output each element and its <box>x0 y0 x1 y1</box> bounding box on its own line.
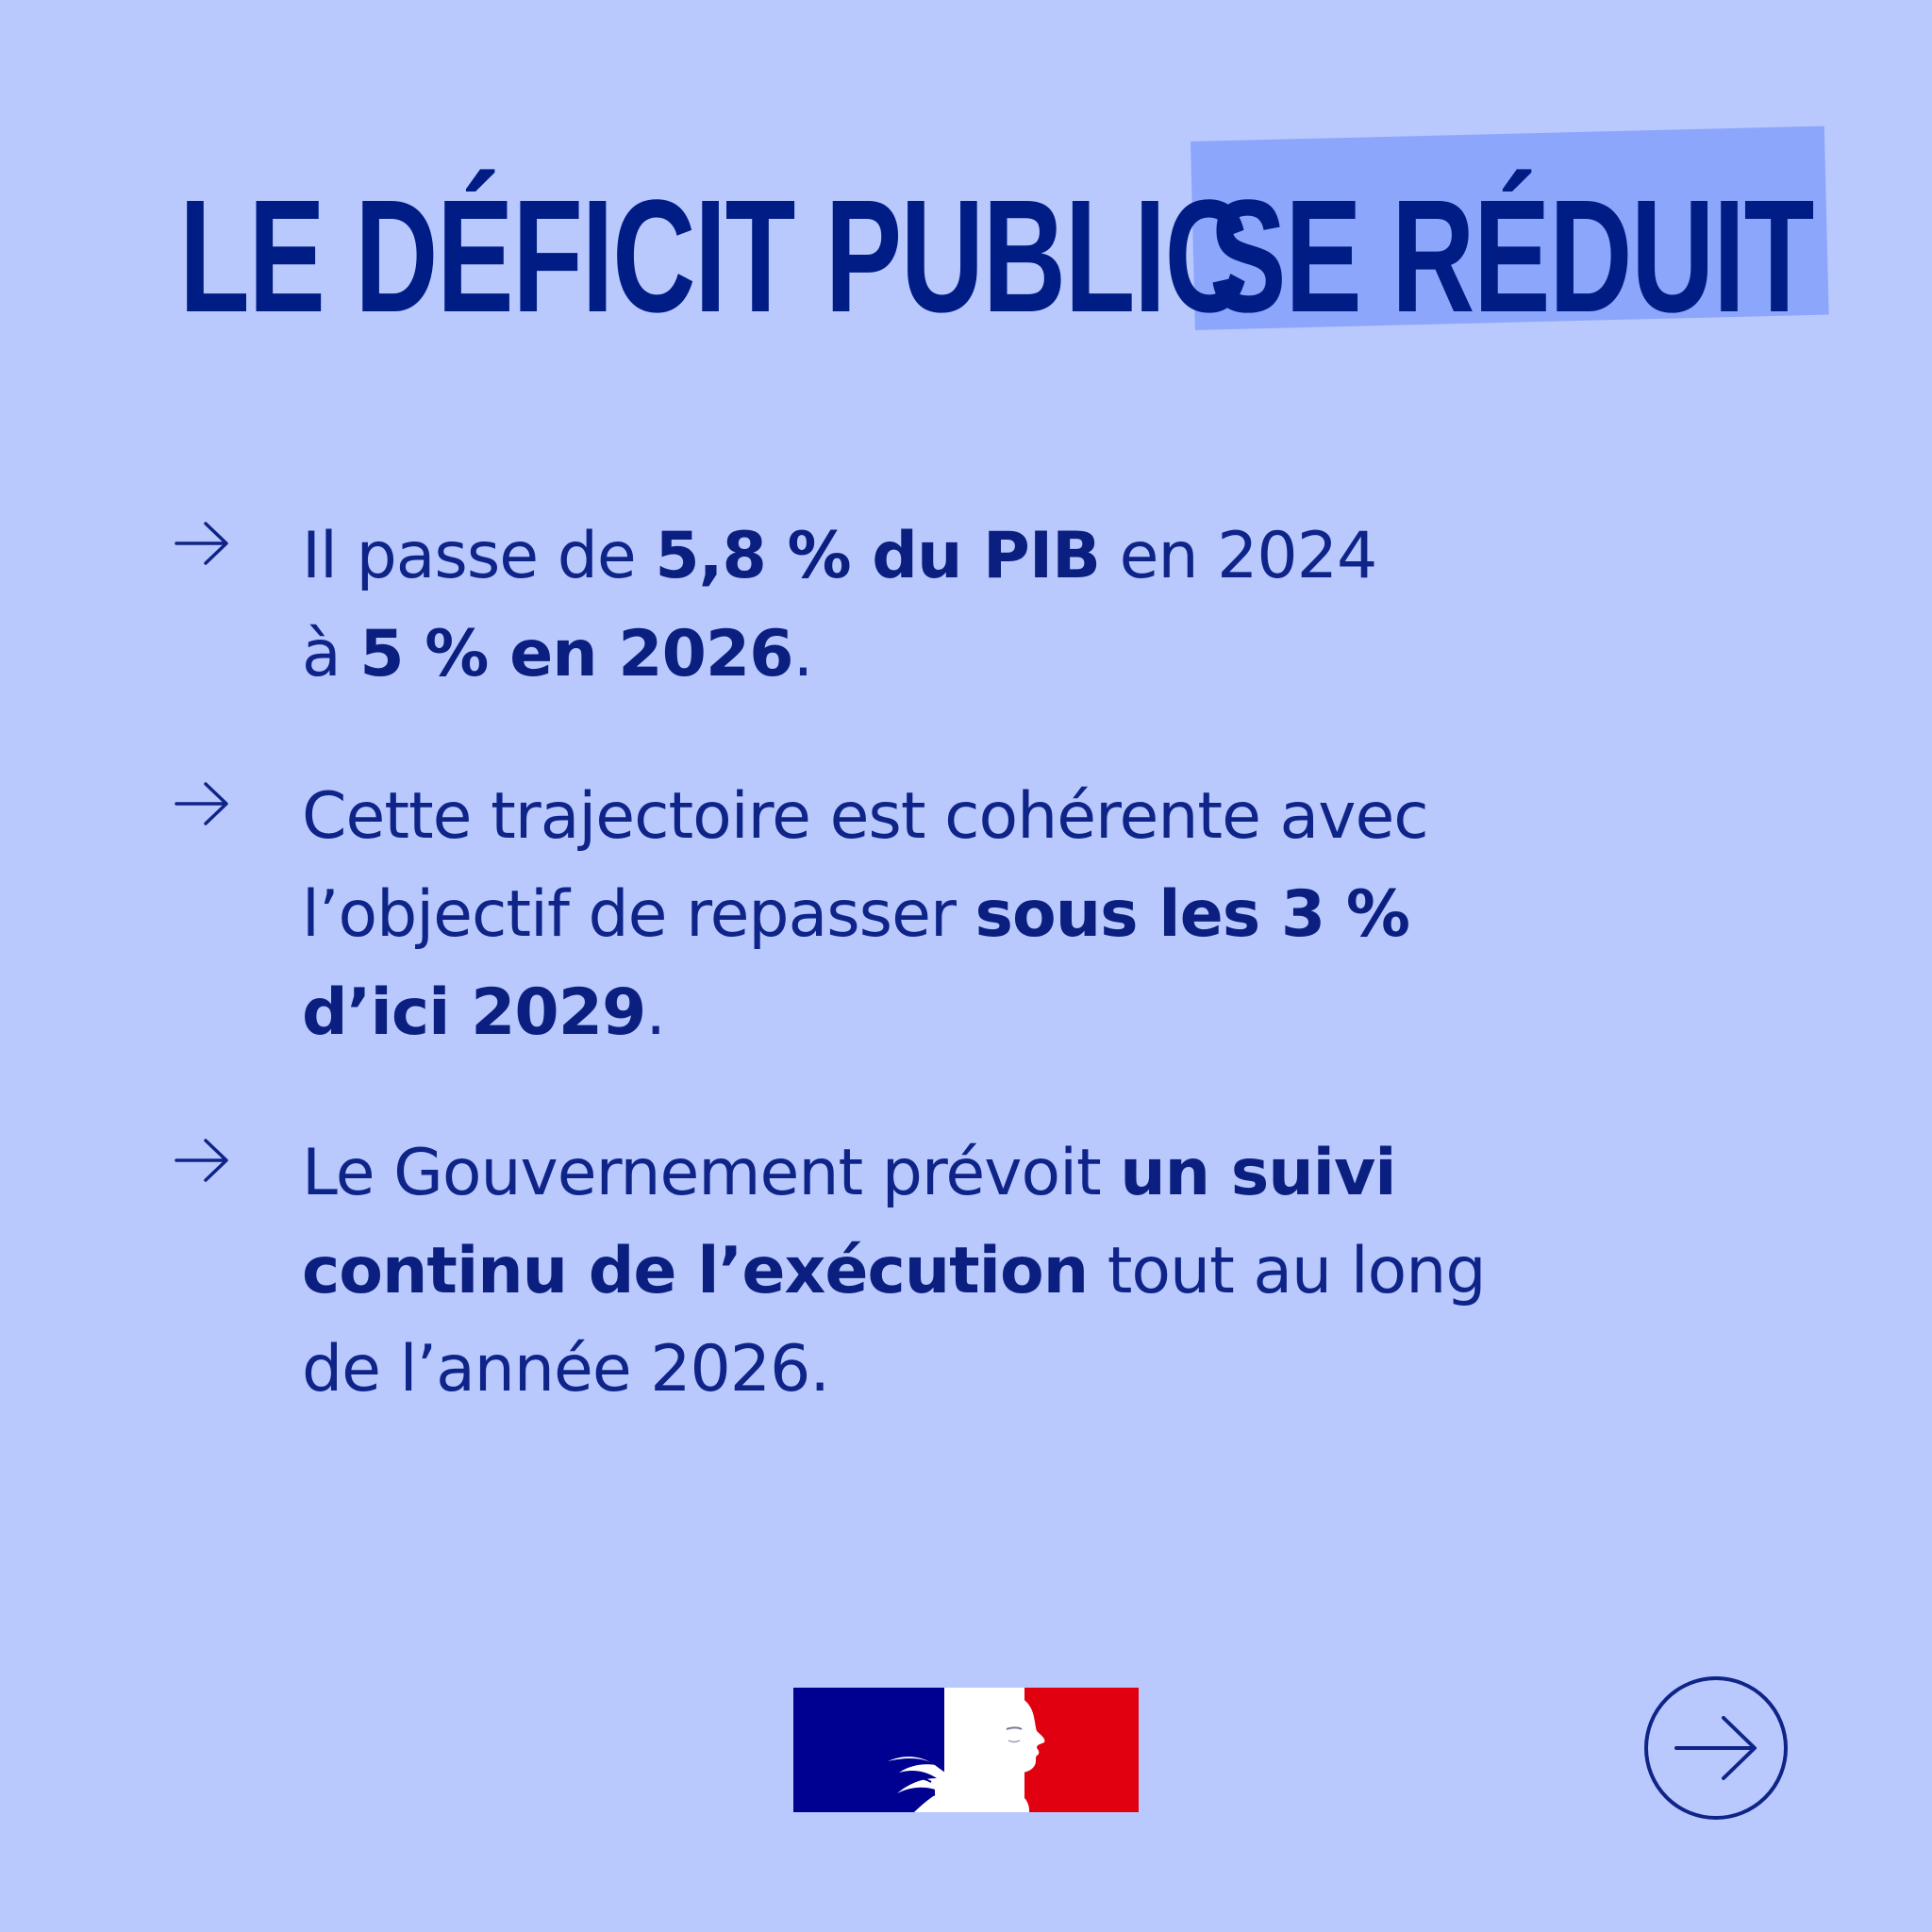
bullet-text-segment: Le Gouvernement prévoit <box>302 1136 1121 1210</box>
bullet-text-segment: Il passe de <box>302 519 656 593</box>
bullet-text-bold: 5,8 % du PIB <box>655 519 1101 593</box>
bullet-text-3: Le Gouvernement prévoit un suivi continu … <box>302 1124 1717 1419</box>
bullet-text-segment: . <box>792 617 814 691</box>
marianne-logo <box>793 1688 1139 1812</box>
arrow-right-icon <box>175 1139 228 1182</box>
next-button[interactable] <box>1644 1676 1788 1820</box>
bullet-text-segment: à <box>302 617 360 691</box>
bullet-text-bold: un suivi <box>1120 1136 1396 1210</box>
bullet-text-segment: de l’année 2026. <box>302 1332 830 1407</box>
arrow-right-circle-icon <box>1674 1716 1757 1780</box>
arrow-right-icon <box>175 522 228 565</box>
bullet-text-bold: 5 % en 2026 <box>359 617 793 691</box>
page-title: LE DÉFICIT PUBLIC <box>179 162 1662 351</box>
title-part1: LE DÉFICIT PUBLIC <box>179 167 1248 346</box>
bullet-text-segment: Cette trajectoire est cohérente avec <box>302 779 1429 854</box>
page-title-highlighted: SE RÉDUIT <box>1209 162 1932 351</box>
bullet-text-2: Cette trajectoire est cohérente avec l’ob… <box>302 768 1717 1062</box>
bullet-text-bold: d’ici 2029 <box>302 975 646 1050</box>
bullet-text-segment: l’objectif de repasser <box>302 877 975 952</box>
bullet-text-segment: tout au long <box>1088 1234 1487 1308</box>
title-part2: SE RÉDUIT <box>1209 167 1814 346</box>
bullet-text-bold: sous les 3 % <box>974 877 1410 952</box>
bullet-text-1: Il passe de 5,8 % du PIB en 2024 à 5 % en… <box>302 508 1717 704</box>
arrow-right-icon <box>175 782 228 825</box>
bullet-text-segment: . <box>645 975 666 1050</box>
bullet-text-bold: continu de l’exécution <box>302 1234 1089 1308</box>
bullet-text-segment: en 2024 <box>1100 519 1378 593</box>
